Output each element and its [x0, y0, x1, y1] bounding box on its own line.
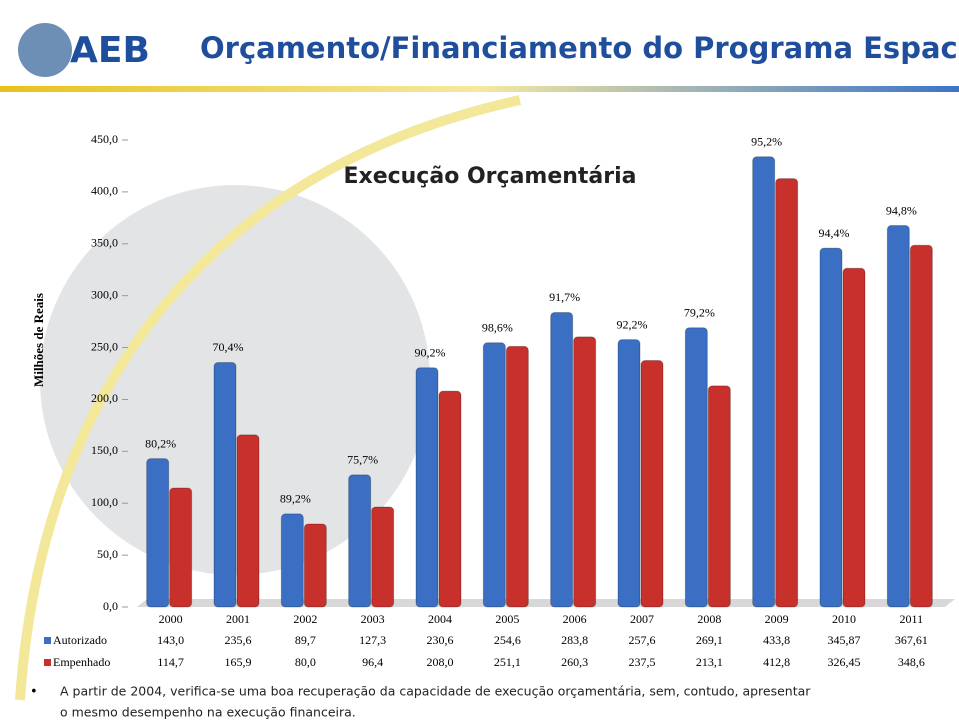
x-tick-label: 2001: [226, 612, 250, 626]
y-tick-label: 250,0: [91, 339, 118, 353]
chart-title: Execução Orçamentária: [343, 164, 636, 189]
y-tick-label: 200,0: [91, 391, 118, 405]
bar: [438, 390, 462, 608]
annotation: 89,2%: [280, 492, 311, 506]
table-value: 251,1: [494, 655, 521, 669]
legend-swatch: [44, 637, 51, 644]
annotation: 94,8%: [886, 203, 917, 217]
table-value: 237,5: [629, 655, 656, 669]
table-value: 283,8: [561, 633, 588, 647]
slide-title: Orçamento/Financiamento do Programa Espa…: [200, 31, 959, 65]
bar: [909, 244, 933, 608]
y-axis-label: Milhões de Reais: [31, 293, 46, 387]
y-tick-label: 300,0: [91, 287, 118, 301]
footnote: o mesmo desempenho na execução financeir…: [60, 705, 356, 720]
bar: [415, 367, 439, 608]
bar: [348, 474, 372, 608]
bar: [573, 336, 597, 608]
annotation: 92,2%: [617, 317, 648, 331]
bar: [482, 342, 506, 608]
x-tick-label: 2003: [361, 612, 385, 626]
table-value: 326,45: [828, 655, 861, 669]
table-value: 230,6: [427, 633, 454, 647]
table-value: 257,6: [629, 633, 656, 647]
table-value: 208,0: [427, 655, 454, 669]
footnote: A partir de 2004, verifica-se uma boa re…: [60, 684, 811, 699]
table-value: 127,3: [359, 633, 386, 647]
table-value: 260,3: [561, 655, 588, 669]
annotation: 98,6%: [482, 321, 513, 335]
annotation: 80,2%: [145, 436, 176, 450]
bar: [684, 327, 708, 608]
table-value: 213,1: [696, 655, 723, 669]
bar: [236, 434, 260, 608]
x-tick-label: 2000: [159, 612, 183, 626]
y-tick-label: 400,0: [91, 184, 118, 198]
table-value: 348,6: [898, 655, 925, 669]
table-value: 143,0: [157, 633, 184, 647]
y-tick-label: 0,0: [103, 599, 118, 613]
y-tick-label: 150,0: [91, 443, 118, 457]
annotation: 79,2%: [684, 305, 715, 319]
bar: [550, 311, 574, 608]
bar: [819, 247, 843, 608]
y-tick-label: 100,0: [91, 495, 118, 509]
y-tick-label: 450,0: [91, 132, 118, 146]
bullet: •: [30, 685, 38, 700]
bar: [505, 345, 529, 608]
x-tick-label: 2008: [697, 612, 721, 626]
bar: [842, 267, 866, 608]
header-band: [0, 86, 959, 92]
table-value: 367,61: [895, 633, 928, 647]
bar: [640, 360, 664, 608]
x-tick-label: 2011: [900, 612, 924, 626]
table-value: 96,4: [362, 655, 383, 669]
legend-swatch: [44, 659, 51, 666]
y-tick-label: 50,0: [97, 547, 118, 561]
table-value: 165,9: [225, 655, 252, 669]
annotation: 70,4%: [213, 340, 244, 354]
x-tick-label: 2009: [765, 612, 789, 626]
table-value: 114,7: [157, 655, 184, 669]
table-value: 235,6: [225, 633, 252, 647]
table-value: 345,87: [828, 633, 861, 647]
table-value: 412,8: [763, 655, 790, 669]
bar: [146, 458, 170, 608]
logo-globe: [18, 23, 72, 77]
bar: [617, 339, 641, 608]
x-tick-label: 2006: [563, 612, 587, 626]
x-tick-label: 2002: [293, 612, 317, 626]
bar: [886, 225, 910, 608]
bar: [280, 513, 304, 608]
annotation: 90,2%: [415, 345, 446, 359]
x-tick-label: 2005: [495, 612, 519, 626]
table-value: 80,0: [295, 655, 316, 669]
bar: [707, 385, 731, 608]
annotation: 75,7%: [347, 453, 378, 467]
table-value: 89,7: [295, 633, 316, 647]
legend-label: Empenhado: [53, 655, 110, 669]
bar: [371, 506, 395, 608]
x-tick-label: 2010: [832, 612, 856, 626]
annotation: 91,7%: [549, 290, 580, 304]
bar: [169, 487, 193, 608]
bar: [775, 178, 799, 608]
floor: [137, 599, 955, 607]
table-value: 254,6: [494, 633, 521, 647]
annotation: 95,2%: [751, 135, 782, 149]
annotation: 94,4%: [819, 226, 850, 240]
y-tick-label: 350,0: [91, 236, 118, 250]
logo: AEB: [70, 30, 150, 71]
legend-label: Autorizado: [53, 633, 107, 647]
x-tick-label: 2004: [428, 612, 452, 626]
table-value: 269,1: [696, 633, 723, 647]
bar: [303, 523, 327, 608]
bar: [213, 361, 237, 608]
table-value: 433,8: [763, 633, 790, 647]
decor-arc: [15, 95, 522, 701]
x-tick-label: 2007: [630, 612, 654, 626]
bar: [752, 156, 776, 608]
